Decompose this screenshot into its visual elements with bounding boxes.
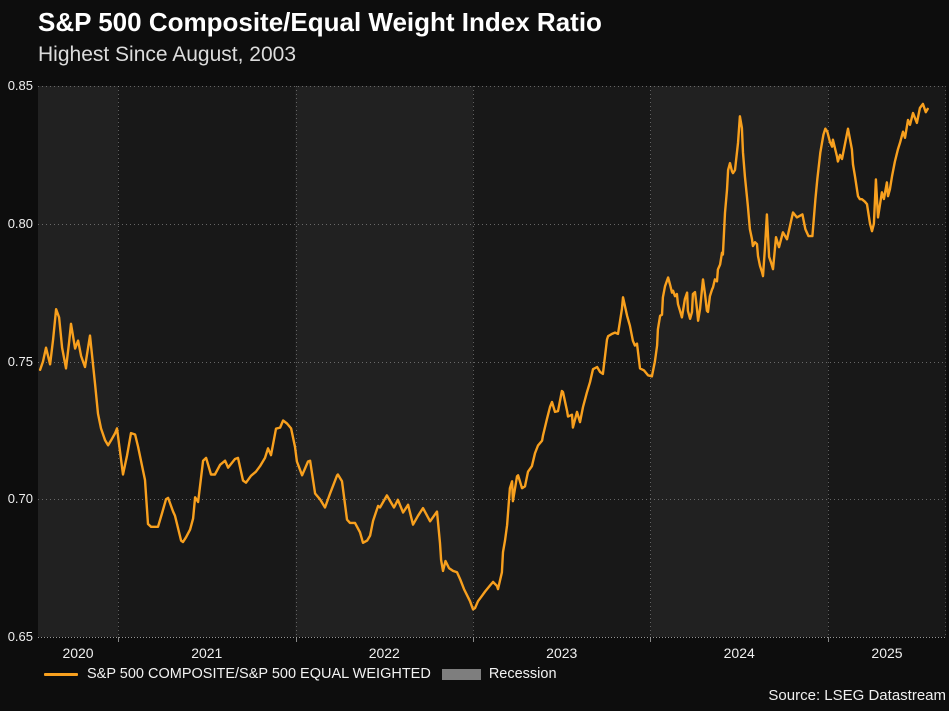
y-tick-label: 0.75 [7, 353, 33, 369]
y-tick-label: 0.80 [7, 215, 33, 231]
year-band [118, 86, 296, 637]
year-band [473, 86, 651, 637]
x-tick-label: 2025 [871, 645, 903, 661]
y-tick-label: 0.85 [7, 78, 33, 93]
y-tick-label: 0.65 [7, 629, 33, 644]
x-tick-label: 2022 [368, 645, 400, 661]
year-band [828, 86, 946, 637]
x-tick-label: 2020 [62, 645, 94, 661]
ratio-series-line [38, 102, 929, 611]
y-tick-label: 0.70 [7, 491, 33, 507]
source-credit: Source: LSEG Datastream [768, 687, 946, 704]
page-subtitle: Highest Since August, 2003 [38, 43, 297, 66]
x-tick-label: 2024 [723, 645, 755, 661]
plot-area [38, 86, 946, 642]
recession-swatch-icon [441, 668, 481, 680]
page-title: S&P 500 Composite/Equal Weight Index Rat… [38, 7, 602, 37]
legend: S&P 500 COMPOSITE/S&P 500 EQUAL WEIGHTED… [44, 664, 557, 684]
legend-recession-label: Recession [488, 666, 557, 682]
legend-series-label: S&P 500 COMPOSITE/S&P 500 EQUAL WEIGHTED [87, 666, 431, 682]
x-tick-label: 2021 [191, 645, 223, 661]
year-band [650, 86, 828, 637]
series-line-swatch-icon [44, 672, 78, 676]
x-tick-label: 2023 [546, 645, 578, 661]
year-band [295, 86, 473, 637]
